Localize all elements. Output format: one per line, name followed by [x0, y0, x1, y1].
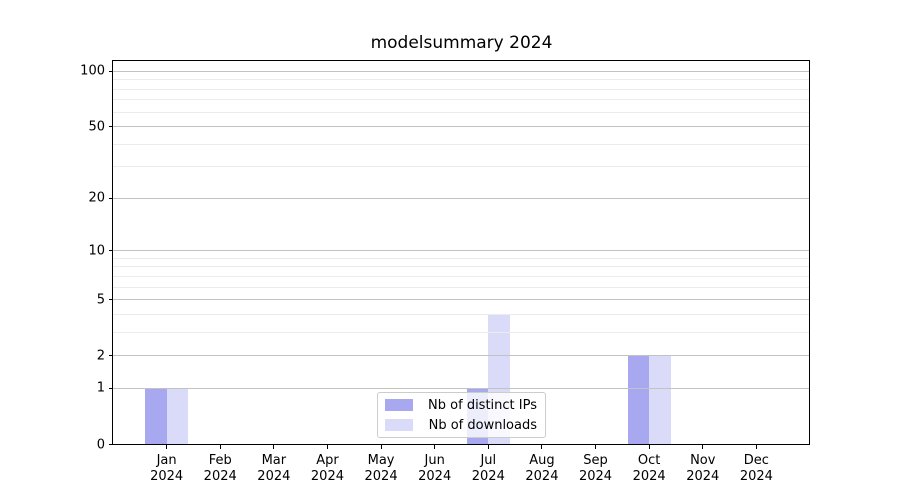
- y-tick-label-20: 20: [88, 190, 105, 206]
- minor-gridline: [113, 99, 810, 101]
- y-tick-label-5: 5: [96, 292, 105, 308]
- x-tick-label-mar: Mar 2024: [257, 452, 291, 484]
- legend-label-distinct-ips: Nb of distinct IPs: [428, 397, 537, 413]
- bar-distinct-ips-oct: [627, 355, 650, 445]
- minor-gridline: [113, 266, 810, 268]
- major-gridline: [113, 387, 810, 389]
- bar-downloads-oct: [649, 355, 671, 445]
- y-tick-mark: [109, 126, 113, 128]
- minor-gridline: [113, 257, 810, 259]
- x-tick-label-oct: Oct 2024: [632, 452, 666, 484]
- x-tick-label-aug: Aug 2024: [525, 452, 559, 484]
- y-tick-mark: [109, 197, 113, 199]
- minor-gridline: [113, 88, 810, 90]
- y-tick-label-100: 100: [80, 63, 105, 79]
- major-gridline: [113, 299, 810, 301]
- y-tick-mark: [109, 299, 113, 301]
- legend: Nb of distinct IPs Nb of downloads: [377, 392, 546, 438]
- minor-gridline: [113, 166, 810, 168]
- major-gridline: [113, 197, 810, 199]
- major-gridline: [113, 126, 810, 128]
- y-tick-mark: [109, 250, 113, 252]
- legend-swatch-downloads: [385, 419, 413, 431]
- bar-downloads-jan: [166, 388, 189, 445]
- x-tick-mark: [166, 445, 168, 449]
- x-tick-label-feb: Feb 2024: [203, 452, 237, 484]
- minor-gridline: [113, 111, 810, 113]
- x-tick-label-nov: Nov 2024: [686, 452, 720, 484]
- x-tick-label-sep: Sep 2024: [578, 452, 613, 484]
- minor-gridline: [113, 286, 810, 288]
- major-gridline: [113, 70, 810, 72]
- legend-swatch-distinct-ips: [385, 399, 413, 411]
- minor-gridline: [113, 313, 810, 315]
- x-tick-mark: [273, 445, 275, 449]
- x-tick-mark: [595, 445, 597, 449]
- x-tick-label-jun: Jun 2024: [418, 452, 452, 484]
- y-tick-label-50: 50: [88, 119, 105, 135]
- minor-gridline: [113, 79, 810, 81]
- bar-distinct-ips-jan: [145, 388, 167, 445]
- x-tick-mark: [219, 445, 221, 449]
- y-tick-label-0: 0: [96, 437, 105, 452]
- x-tick-mark: [434, 445, 436, 449]
- x-tick-mark: [326, 445, 328, 449]
- y-tick-mark: [109, 70, 113, 72]
- y-tick-mark: [109, 387, 113, 389]
- x-tick-label-may: May 2024: [364, 452, 398, 484]
- minor-gridline: [113, 275, 810, 277]
- minor-gridline: [113, 143, 810, 145]
- legend-item-downloads: Nb of downloads: [385, 415, 537, 435]
- y-tick-mark: [109, 444, 113, 445]
- y-tick-mark: [109, 355, 113, 357]
- minor-gridline: [113, 331, 810, 333]
- major-gridline: [113, 250, 810, 252]
- x-tick-mark: [487, 445, 489, 449]
- x-tick-label-apr: Apr 2024: [310, 452, 344, 484]
- x-tick-label-dec: Dec 2024: [739, 452, 773, 484]
- x-tick-mark: [702, 445, 704, 449]
- x-tick-label-jan: Jan 2024: [150, 452, 184, 484]
- legend-item-distinct-ips: Nb of distinct IPs: [385, 395, 537, 415]
- major-gridline: [113, 355, 810, 357]
- legend-label-downloads: Nb of downloads: [428, 417, 537, 433]
- y-tick-label-10: 10: [88, 243, 105, 259]
- chart-title: modelsummary 2024: [370, 33, 553, 53]
- y-tick-label-1: 1: [96, 380, 105, 396]
- y-tick-label-2: 2: [96, 348, 105, 364]
- x-tick-mark: [380, 445, 382, 449]
- x-tick-mark: [541, 445, 543, 449]
- x-tick-label-jul: Jul 2024: [471, 452, 505, 484]
- x-tick-mark: [648, 445, 650, 449]
- x-tick-mark: [755, 445, 757, 449]
